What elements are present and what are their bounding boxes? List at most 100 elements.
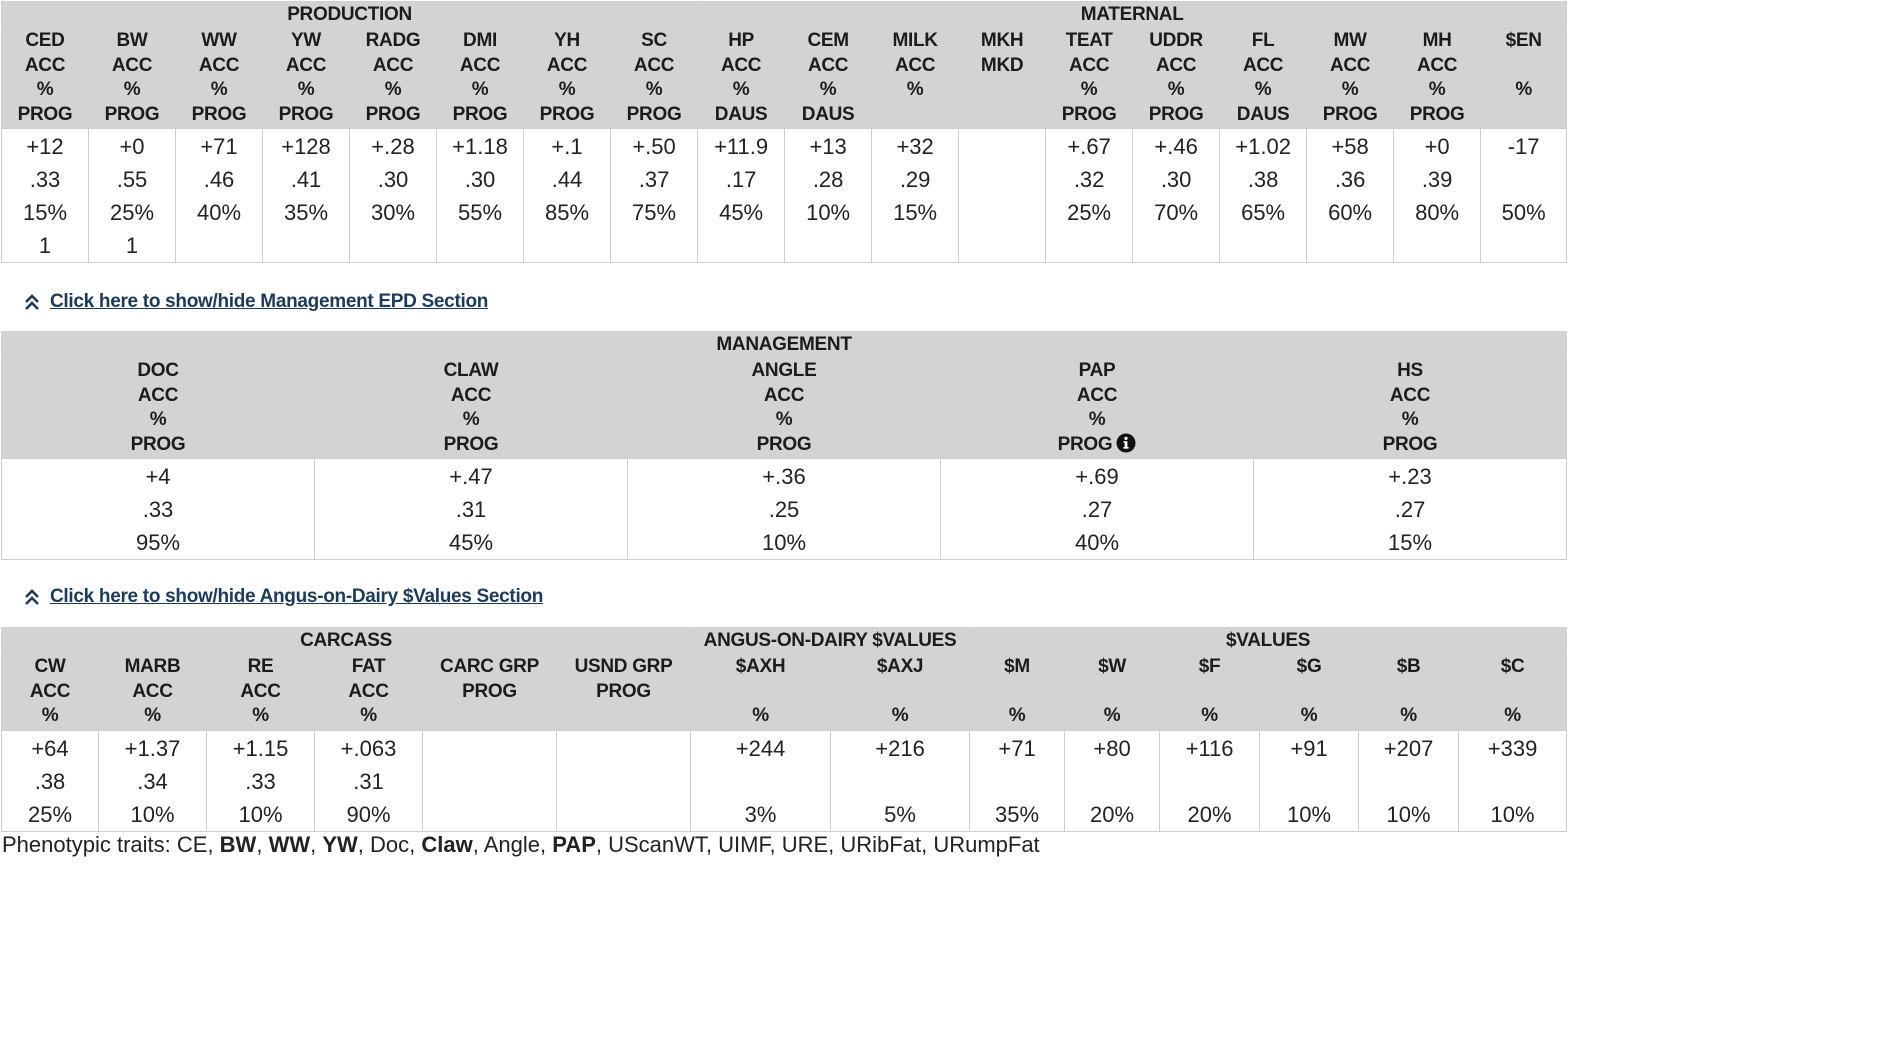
header-line: $W [1098,656,1126,677]
value-line [423,798,556,831]
value-line: .27 [1081,497,1113,522]
value-line: .39 [1421,167,1453,192]
value-line [263,229,349,262]
management-group-header: MANAGEMENT [0,331,1568,359]
value-cell-marb: +1.37 .34 10% [98,729,207,832]
column-header--en: $EN% [1480,28,1568,129]
header-line: % [645,79,663,100]
value-cell-fat: +.063 .31 90% [314,729,423,832]
value-line: .27 [1394,497,1426,522]
header-line: PROG [539,103,595,125]
header-line: % [149,409,167,430]
column-header-uddr: UDDR ACC% PROG [1132,28,1221,129]
header-line: ACC [24,54,66,76]
value-line: .33 [245,768,276,794]
value-line: +13 [809,134,847,159]
value-cell-ced: +12 .33 15% 1 [1,128,89,263]
header-line: % [384,79,402,100]
value-line: .38 [34,768,66,794]
info-circle-icon[interactable] [1116,433,1136,453]
value-line: 10% [1490,801,1535,827]
header-line: ACC [1076,384,1118,406]
header-line: % [123,79,141,100]
header-line: % [252,705,269,726]
value-line [557,765,690,798]
dairy-toggle-link[interactable]: Click here to show/hide Angus-on-Dairy $… [24,586,543,608]
header-line: PROG [626,103,682,125]
header-line [1260,680,1358,705]
value-line: 50% [1501,200,1546,225]
value-line: +91 [1290,735,1328,761]
value-cell--f: +116 20% [1159,729,1261,832]
value-line [959,130,1045,163]
header-line: % [41,705,59,726]
header-line: % [1341,79,1359,100]
header-line: PROG [756,433,812,455]
value-line: +32 [896,134,934,159]
header-line: PROG [452,103,508,125]
value-line: 65% [1241,200,1286,225]
header-line: ACC [546,54,588,76]
column-header-carc-grp: CARC GRP PROG [422,654,557,731]
value-cell-pap: +.69 .27 40% [940,458,1254,560]
value-line [959,229,1045,262]
value-line: 10% [806,200,851,225]
header-line: % [1167,79,1185,100]
header-line: % [1103,705,1121,726]
value-line: 35% [995,801,1040,827]
header-line: ACC [1416,54,1458,76]
header-line: HP [728,30,754,51]
column-header--g: $G% [1259,654,1360,731]
value-line: +1.15 [232,735,289,761]
header-line: % [462,409,480,430]
header-line: PROG [1148,103,1204,125]
header-line [959,78,1045,103]
column-header-sc: SC ACC% PROG [609,28,699,129]
value-line: 40% [196,200,242,225]
value-line: 15% [1387,530,1433,555]
value-line: .38 [1247,167,1279,192]
value-line [611,229,697,262]
column-header--b: $B% [1358,654,1460,731]
header-line: RE [247,656,274,677]
header-line: ACC [372,54,414,76]
column-header-angle: ANGLE ACC% PROG [627,358,941,459]
value-line: 80% [1415,200,1460,225]
management-toggle-link[interactable]: Click here to show/hide Management EPD S… [24,291,488,313]
header-line [423,704,556,729]
value-line: 3% [744,801,777,827]
value-line: .41 [290,167,322,192]
header-line: ACC [1329,54,1371,76]
header-line: PROG [462,680,517,702]
column-header--c: $C% [1458,654,1568,731]
header-line [959,103,1045,128]
column-header--axj: $AXJ% [830,654,971,731]
value-line [1260,765,1358,798]
header-line: % [210,79,228,100]
value-line: 75% [632,200,677,225]
value-cell-yw: +128 .41 35% [262,128,350,263]
value-line: 15% [22,200,68,225]
value-line: .30 [377,167,409,192]
value-line: 70% [1154,200,1199,225]
value-line: 85% [544,200,590,225]
header-line: PROG [941,433,1253,458]
header-line: % [1515,79,1532,100]
header-line: ACC [348,680,389,702]
column-header-milk: MILK ACC% [871,28,960,129]
trait-ww: WW [268,832,311,857]
value-cell-cw: +64 .38 25% [1,729,99,832]
management-table: MANAGEMENT DOC ACC% PROG CLAW ACC% PROG ANGLE A… [0,331,1568,560]
header-line: ACC [137,384,179,406]
value-line: +207 [1383,735,1434,761]
header-line [691,680,830,705]
header-line: % [297,79,315,100]
value-cell-hs: +.23 .27 15% [1252,458,1568,560]
column-header-pap: PAP ACC% PROG [940,358,1254,459]
value-line: 25% [109,200,155,225]
value-cell--en: -17 50% [1480,128,1568,263]
column-header-teat: TEAT ACC% PROG [1045,28,1134,129]
header-line: % [36,79,54,100]
value-line: 95% [135,530,181,555]
value-line: +1.02 [1235,134,1291,159]
